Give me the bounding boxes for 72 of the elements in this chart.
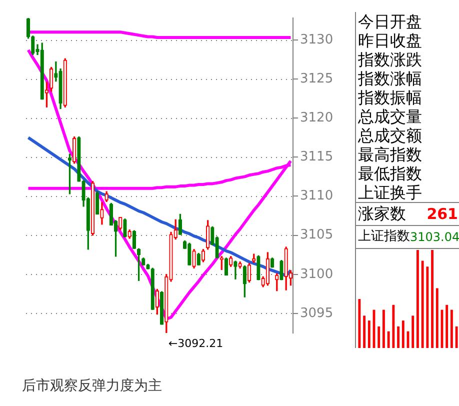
text: 总成交量 [357,107,423,126]
candlestick [150,268,154,310]
candlestick [72,136,76,164]
candlestick [123,218,127,238]
text: 261 [426,204,458,225]
candlestick [247,263,252,283]
bar [378,326,380,348]
y-tick-label: 3115 [300,150,334,165]
candlestick [104,191,108,202]
candlestick [196,252,200,266]
candlestick [266,252,270,286]
candlestick [201,249,206,262]
text: 指数涨跌 [357,50,423,69]
text: 上证指数 [358,228,410,246]
bar [455,326,458,348]
candlestick [192,249,196,268]
text: 昨日收盘 [357,31,423,50]
bar [402,320,404,348]
candlestick [242,265,246,298]
bar [363,316,366,348]
candlestick [128,229,132,239]
candlestick [142,258,146,266]
text: 上证换手 [357,183,423,202]
candlestick [238,262,242,268]
candlestick [160,291,164,325]
y-tick-label: 3120 [300,110,334,126]
y-tick-label: 3105 [300,228,334,243]
candlestick [178,214,182,235]
candlestick [234,260,238,280]
bar [421,260,424,348]
candlestick [256,255,260,280]
bar [446,304,448,348]
bar [431,250,434,348]
candlestick [280,260,284,280]
bar [426,266,429,348]
candlestick [40,42,44,100]
bar [412,316,414,348]
bar [382,310,385,348]
bar [392,304,395,348]
y-tick-label: 3100 [300,266,334,282]
candlestick [206,220,210,250]
candlestick [100,202,104,225]
text: ←3092.21 [168,337,224,350]
text: 后市观察反弹力度为主 [22,377,162,395]
text: 指数涨幅 [357,69,423,88]
text: 最高指数 [357,145,423,164]
candlestick [44,82,49,108]
text: 最低指数 [357,164,423,183]
candlestick [155,288,160,315]
bar [358,299,361,348]
y-tick-label: 3095 [300,306,334,321]
bar [416,250,419,348]
y-tick-label: 3125 [300,71,334,86]
candlestick [229,256,233,267]
y-tick-label: 3130 [300,32,334,48]
text: 今日开盘 [357,12,423,31]
candlestick [132,230,136,249]
candlestick [58,68,62,109]
text: 3103.04 [410,229,459,246]
text: 涨家数 [358,203,406,225]
text: 总成交额 [357,126,423,145]
candlestick [224,258,228,276]
bar [397,326,400,348]
candlestick [63,58,67,108]
bar [450,310,453,348]
text: 指数振幅 [357,88,423,107]
candlestick [146,264,150,270]
bar [436,288,438,348]
bar [387,331,390,348]
bar [368,320,370,348]
y-tick-label: 3110 [300,188,334,204]
candlestick [90,181,95,236]
